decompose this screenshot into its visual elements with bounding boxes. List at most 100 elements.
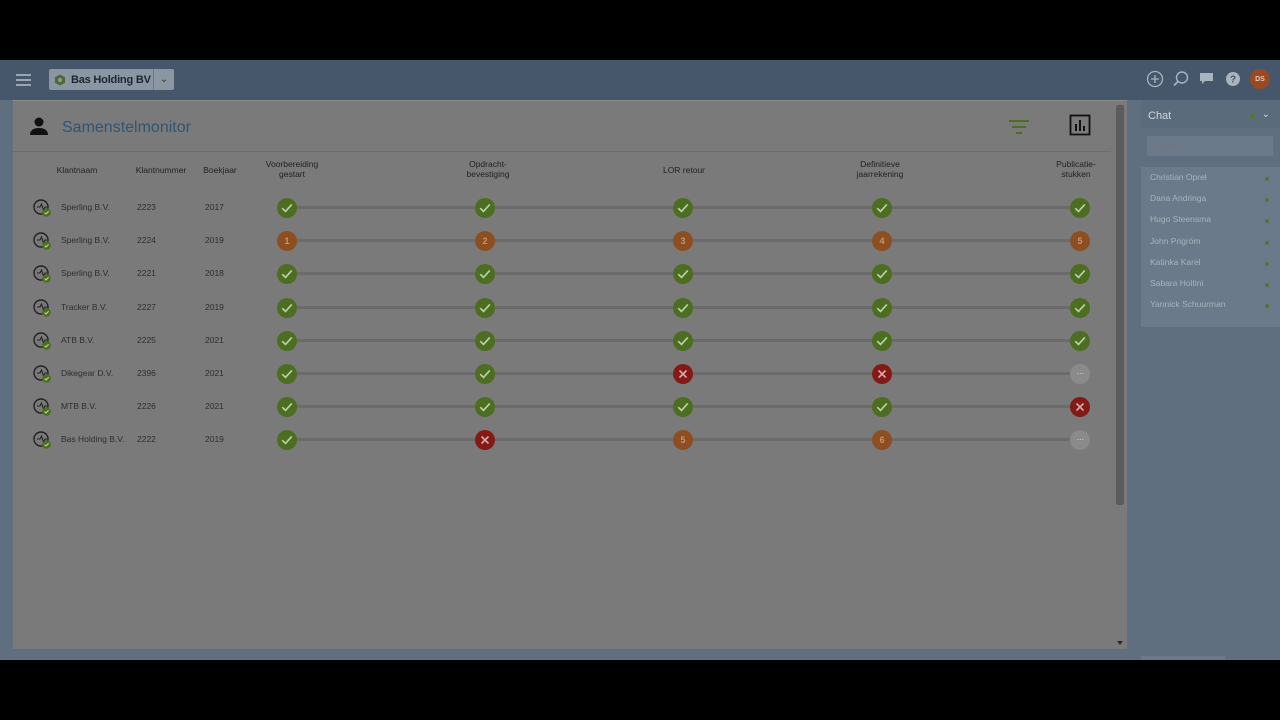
contact-name: Yannick Schuurman	[1150, 299, 1226, 310]
stage-error-x-icon[interactable]	[872, 364, 892, 384]
stage-error-x-icon[interactable]	[673, 364, 693, 384]
stage-done-check-icon[interactable]	[277, 430, 297, 451]
stage-done-check-icon[interactable]	[872, 397, 892, 418]
stage-waiting-dots-icon[interactable]: ···	[1070, 364, 1090, 384]
bar-chart-icon[interactable]	[1069, 114, 1091, 136]
help-icon[interactable]: ?	[1224, 70, 1242, 88]
stage-done-check-icon[interactable]	[277, 397, 297, 418]
stage-pending-step-badge[interactable]: 5	[673, 430, 693, 451]
chat-contact[interactable]: Dana Andringa	[1141, 189, 1280, 210]
stage-pending-step-badge[interactable]: 1	[277, 231, 297, 252]
stage-step-number: 4	[879, 236, 885, 247]
stage-error-x-icon[interactable]	[1070, 397, 1090, 418]
stage-done-check-icon[interactable]	[1070, 330, 1090, 351]
chat-contact[interactable]: Katinka Karel	[1141, 253, 1280, 274]
fiscal-year: 2019	[205, 235, 224, 246]
stage-done-check-icon[interactable]	[475, 330, 495, 351]
table-row[interactable]: Bas Holding B.V. 2222 2019 5 6 ···	[13, 430, 1111, 464]
table-row[interactable]: Sperling B.V. 2221 2018	[13, 264, 1111, 298]
column-header-definitieve-jaarrekening: Definitieve jaarrekening	[856, 159, 904, 179]
stage-done-check-icon[interactable]	[475, 364, 495, 384]
table-row[interactable]: Sperling B.V. 2223 2017	[13, 198, 1111, 232]
stage-done-check-icon[interactable]	[1070, 264, 1090, 285]
column-header-opdrachtbevestiging: Opdracht- bevestiging	[466, 159, 510, 179]
plus-circle-icon[interactable]	[1146, 70, 1164, 88]
stage-done-check-icon[interactable]	[277, 198, 297, 218]
stage-done-check-icon[interactable]	[673, 330, 693, 351]
stage-done-check-icon[interactable]	[475, 264, 495, 285]
chat-bubble-icon[interactable]	[1198, 70, 1216, 88]
filter-icon[interactable]	[1009, 119, 1029, 135]
stage-pending-step-badge[interactable]: 3	[673, 231, 693, 252]
client-name[interactable]: Sperling B.V.	[61, 202, 110, 212]
client-name[interactable]: Sperling B.V.	[61, 235, 110, 246]
avatar[interactable]: DS	[1250, 69, 1270, 89]
chevron-down-icon[interactable]: ⌄	[159, 74, 169, 85]
stage-done-check-icon[interactable]	[872, 330, 892, 351]
stage-done-check-icon[interactable]	[673, 297, 693, 318]
contact-name: Christian Oprel	[1150, 172, 1207, 182]
stage-done-check-icon[interactable]	[277, 297, 297, 318]
client-name[interactable]: Sperling B.V.	[61, 268, 110, 279]
stage-error-x-icon[interactable]	[475, 430, 495, 451]
close-icon	[678, 369, 688, 379]
table-row[interactable]: MTB B.V. 2226 2021	[13, 397, 1111, 431]
contact-name: Katinka Karel	[1150, 256, 1201, 267]
client-status-icon	[33, 398, 51, 416]
client-name[interactable]: Dikegear D.V.	[61, 368, 114, 378]
table-row[interactable]: ATB B.V. 2225 2021	[13, 330, 1111, 365]
stage-pending-step-badge[interactable]: 5	[1070, 231, 1090, 252]
checkmark-icon	[281, 369, 293, 379]
stage-done-check-icon[interactable]	[673, 397, 693, 418]
stage-done-check-icon[interactable]	[1070, 297, 1090, 318]
table-row[interactable]: Sperling B.V. 2224 2019 1 2 3 4 5	[13, 231, 1111, 265]
company-selector[interactable]: Bas Holding BV ⌄	[49, 69, 174, 90]
stage-done-check-icon[interactable]	[673, 264, 693, 285]
client-name[interactable]: Tracker B.V.	[61, 301, 108, 312]
checkmark-icon	[479, 303, 491, 313]
chat-contact[interactable]: Sabara Holtini	[1141, 274, 1280, 295]
stage-done-check-icon[interactable]	[475, 297, 495, 318]
stage-waiting-dots-icon[interactable]: ···	[1070, 430, 1090, 451]
stage-pending-step-badge[interactable]: 2	[475, 231, 495, 252]
stage-done-check-icon[interactable]	[1070, 198, 1090, 218]
stage-pending-step-badge[interactable]: 6	[872, 430, 892, 451]
chat-contact[interactable]: John Prigröm	[1141, 232, 1280, 253]
chat-contact[interactable]: Yannick Schuurman	[1141, 295, 1280, 316]
scrollbar[interactable]	[1114, 101, 1126, 649]
stage-done-check-icon[interactable]	[475, 198, 495, 218]
client-name[interactable]: Bas Holding B.V.	[61, 434, 125, 445]
table-row[interactable]: Tracker B.V. 2227 2019	[13, 297, 1111, 332]
search-icon[interactable]	[1172, 70, 1190, 88]
stage-done-check-icon[interactable]	[872, 264, 892, 285]
client-name[interactable]: ATB B.V.	[61, 334, 95, 345]
stage-done-check-icon[interactable]	[872, 297, 892, 318]
client-name[interactable]: MTB B.V.	[61, 401, 97, 412]
fiscal-year: 2021	[205, 368, 224, 378]
stage-done-check-icon[interactable]	[277, 264, 297, 285]
top-bar: Bas Holding BV ⌄ ? DS	[0, 60, 1280, 100]
scroll-down-arrow-icon[interactable]	[1117, 641, 1123, 645]
stage-done-check-icon[interactable]	[277, 364, 297, 384]
contact-name: Sabara Holtini	[1150, 278, 1204, 288]
stage-done-check-icon[interactable]	[475, 397, 495, 418]
stage-done-check-icon[interactable]	[872, 198, 892, 218]
svg-text:?: ?	[1230, 75, 1236, 86]
scrollbar-thumb[interactable]	[1116, 105, 1124, 505]
fiscal-year: 2021	[205, 334, 224, 345]
chat-search-input[interactable]	[1147, 136, 1273, 156]
checkmark-icon	[677, 336, 689, 346]
chat-contact[interactable]: Christian Oprel	[1141, 168, 1280, 189]
hamburger-menu-icon[interactable]	[16, 74, 31, 86]
checkmark-icon	[876, 303, 888, 313]
stage-done-check-icon[interactable]	[277, 330, 297, 351]
chevron-down-icon[interactable]: ⌄	[1261, 109, 1270, 120]
stage-done-check-icon[interactable]	[673, 198, 693, 218]
chat-contact[interactable]: Hugo Steensma	[1141, 210, 1280, 231]
stage-pending-step-badge[interactable]: 4	[872, 231, 892, 252]
stage-step-number: 5	[680, 435, 686, 446]
checkmark-icon	[479, 270, 491, 280]
column-header-lor-retour: LOR retour	[662, 165, 706, 175]
checkmark-icon	[479, 403, 491, 412]
table-row[interactable]: Dikegear D.V. 2396 2021 ···	[13, 364, 1111, 398]
